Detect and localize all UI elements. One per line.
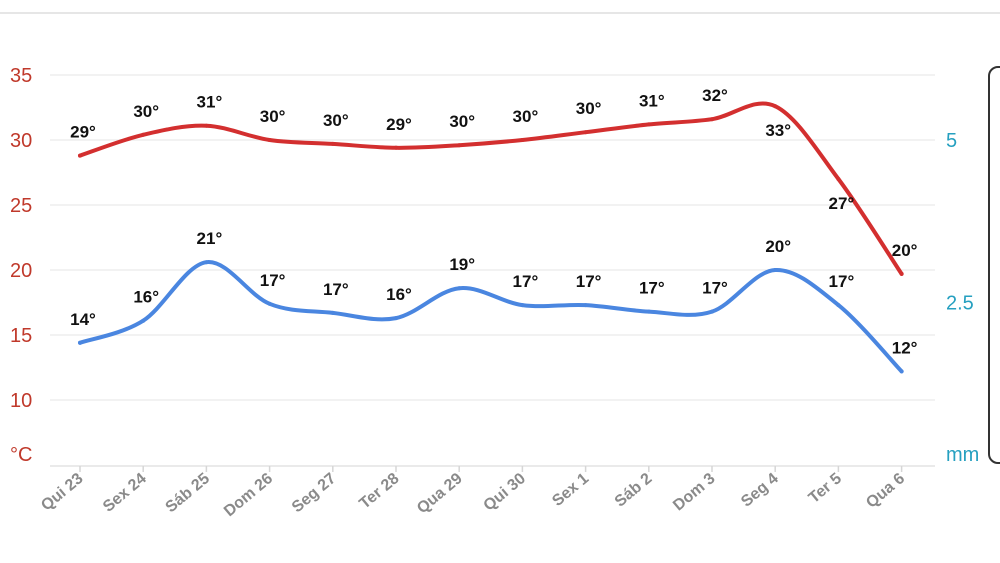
max-temperature-point — [457, 143, 462, 148]
x-tick-label: Dom 3 — [670, 470, 718, 515]
max-temperature-point — [583, 130, 588, 135]
max-temperature-point — [773, 104, 778, 109]
x-tick-label: Qua 29 — [414, 470, 466, 517]
max-temperature-point — [204, 123, 209, 128]
max-temperature-data-label: 29° — [70, 123, 96, 142]
max-temperature-data-label: 31° — [197, 93, 223, 112]
x-tick-label: Sex 1 — [549, 470, 592, 510]
min-temperature-data-label: 14° — [70, 310, 96, 329]
min-temperature-point — [457, 286, 462, 291]
min-temperature-point — [773, 268, 778, 272]
min-temperature-data-label: 16° — [133, 288, 159, 307]
max-temperature-point — [267, 138, 272, 142]
min-temperature-point — [394, 316, 398, 321]
y-left-tick-label: 30 — [10, 130, 32, 152]
x-tick-label: Qui 23 — [38, 470, 86, 515]
min-temperature-point — [520, 303, 525, 308]
min-temperature-data-label: 17° — [576, 272, 602, 291]
x-tick-label: Sex 24 — [100, 470, 150, 516]
min-temperature-point — [646, 309, 651, 314]
min-temperature-data-label: 21° — [197, 229, 223, 248]
max-temperature-point — [394, 145, 398, 150]
min-temperature-data-label: 20° — [765, 237, 791, 256]
max-temperature-data-label: 32° — [702, 86, 728, 105]
max-temperature-point — [330, 141, 335, 146]
x-tick-label: Seg 27 — [289, 470, 340, 516]
max-temperature-point — [836, 177, 841, 181]
y-left-tick-label: 10 — [10, 390, 32, 412]
max-temperature-data-label: 30° — [513, 107, 539, 126]
max-temperature-data-label: 30° — [449, 112, 475, 131]
y-right-tick-label: 5 — [946, 130, 957, 152]
max-temperature-data-label: 30° — [133, 102, 159, 121]
max-temperature-point — [899, 271, 904, 276]
min-temperature-point — [141, 318, 146, 323]
max-temperature-data-label: 20° — [892, 241, 918, 260]
min-temperature-data-label: 17° — [323, 280, 349, 299]
min-temperature-point — [78, 340, 82, 345]
y-right-unit-label: mm — [946, 444, 979, 466]
max-temperature-data-label: 31° — [639, 91, 665, 110]
min-temperature-point — [836, 303, 841, 308]
min-temperature-point — [899, 369, 904, 374]
min-temperature-data-label: 17° — [260, 271, 286, 290]
y-left-unit-label: °C — [10, 444, 32, 466]
min-temperature-point — [583, 303, 588, 308]
y-left-tick-label: 35 — [10, 65, 32, 87]
y-left-tick-label: 20 — [10, 260, 32, 282]
min-temperature-data-label: 17° — [829, 272, 855, 291]
x-tick-label: Qui 30 — [481, 470, 529, 515]
min-temperature-data-label: 16° — [386, 285, 412, 304]
x-tick-label: Dom 26 — [221, 470, 276, 520]
max-temperature-data-label: 27° — [829, 194, 855, 213]
max-temperature-point — [646, 122, 651, 127]
y-left-tick-label: 15 — [10, 325, 32, 347]
x-tick-label: Sáb 25 — [163, 470, 214, 516]
max-temperature-point — [78, 153, 82, 158]
max-temperature-data-label: 33° — [765, 121, 791, 140]
max-temperature-point — [710, 117, 714, 122]
x-tick-label: Sáb 2 — [612, 470, 656, 511]
y-left-tick-label: 25 — [10, 195, 32, 217]
min-temperature-point — [204, 260, 209, 265]
min-temperature-point — [330, 310, 335, 315]
x-tick-label: Ter 5 — [806, 470, 845, 507]
y-right-tick-label: 2.5 — [946, 293, 974, 315]
max-temperature-point — [141, 132, 146, 137]
min-temperature-point — [710, 309, 714, 314]
min-temperature-data-label: 17° — [639, 279, 665, 298]
x-tick-label: Ter 28 — [356, 470, 402, 513]
max-temperature-data-label: 30° — [323, 111, 349, 130]
side-scroll-handle[interactable] — [988, 66, 1000, 464]
max-temperature-data-label: 30° — [576, 99, 602, 118]
x-tick-label: Qua 6 — [863, 470, 908, 512]
min-temperature-data-label: 12° — [892, 338, 918, 357]
min-temperature-data-label: 17° — [513, 272, 539, 291]
max-temperature-data-label: 29° — [386, 115, 412, 134]
max-temperature-data-label: 30° — [260, 107, 286, 126]
max-temperature-point — [520, 138, 525, 142]
min-temperature-data-label: 19° — [449, 255, 475, 274]
x-tick-label: Seg 4 — [738, 470, 782, 511]
min-temperature-line — [78, 260, 904, 374]
min-temperature-data-label: 17° — [702, 279, 728, 298]
top-divider — [0, 12, 1000, 14]
min-temperature-point — [267, 301, 272, 306]
